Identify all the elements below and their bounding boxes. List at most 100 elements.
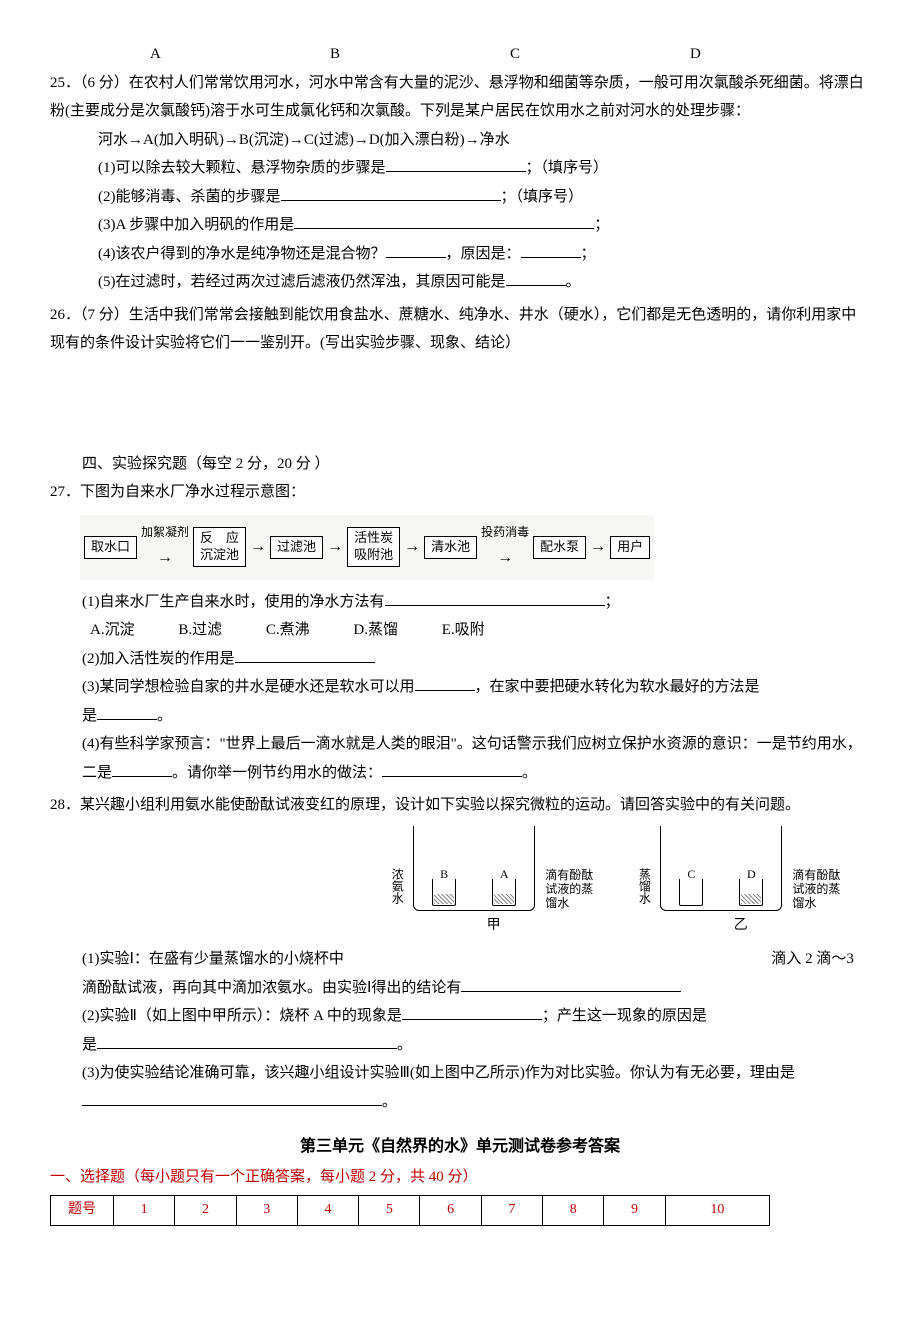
flow-node-filter: 过滤池	[270, 536, 323, 559]
method-d: D.蒸馏	[353, 616, 398, 645]
q27-p3: (3)某同学想检验自家的井水是硬水还是软水可以用，在家中要把硬水转化为软水最好的…	[50, 673, 870, 730]
ans-col-1: 1	[114, 1196, 175, 1226]
q26-pts: （7 分）	[80, 307, 129, 323]
blank[interactable]	[281, 185, 501, 201]
blank[interactable]	[386, 242, 446, 258]
q25-p3a: (3)A 步骤中加入明矾的作用是	[98, 217, 294, 233]
q25-p5a: (5)在过滤时，若经过两次过滤后滤液仍然浑浊，其原因可能是	[98, 274, 506, 290]
method-b: B.过滤	[178, 616, 222, 645]
q25-p4a: (4)该农户得到的净水是纯净物还是混合物？	[98, 246, 386, 262]
q25-p2b: ；（填序号）	[501, 189, 584, 205]
cup-d: D	[739, 879, 763, 906]
ans-col-3: 3	[236, 1196, 297, 1226]
label-distilled: 蒸馏水	[637, 861, 650, 911]
q28-p2c: 。	[397, 1037, 412, 1053]
blank[interactable]	[521, 242, 581, 258]
ans-col-6: 6	[420, 1196, 481, 1226]
q27-p4c: 。	[522, 765, 537, 781]
q25-p3: (3)A 步骤中加入明矾的作用是；	[50, 211, 870, 240]
flow-node-reaction: 反 应 沉淀池	[193, 527, 246, 567]
q27-num: 27．	[50, 484, 80, 500]
ans-col-4: 4	[297, 1196, 358, 1226]
cup-c-label: C	[680, 863, 702, 886]
flow-node-carbon: 活性炭 吸附池	[347, 527, 400, 567]
exp-yi: 蒸馏水 C D 滴有酚酞试液的蒸馏水 乙	[637, 826, 844, 940]
q27-p2: (2)加入活性炭的作用是	[50, 645, 870, 674]
q28-p1a: (1)实验Ⅰ：在盛有少量蒸馏水的小烧杯中	[82, 951, 344, 967]
experiment-diagrams: 浓氨水 B A 滴有酚酞试液的蒸馏水 甲 蒸馏水 C D 滴有	[50, 826, 870, 940]
q25-p1b: ；（填序号）	[526, 160, 609, 176]
q25-p5: (5)在过滤时，若经过两次过滤后滤液仍然浑浊，其原因可能是 。	[50, 268, 870, 297]
flow-label-disinfect: 投药消毒	[481, 521, 529, 544]
q26-num: 26．	[50, 307, 80, 323]
answer-key-title: 第三单元《自然界的水》单元测试卷参考答案	[50, 1132, 870, 1162]
q25-p5b: 。	[566, 274, 581, 290]
big-beaker-jia: B A	[413, 826, 535, 911]
blank[interactable]	[461, 976, 681, 992]
ans-col-10: 10	[665, 1196, 769, 1226]
q27-p1b: ；	[605, 594, 620, 610]
cup-a: A	[492, 879, 516, 906]
arrow-icon: →	[327, 532, 343, 562]
q25-p2a: (2)能够消毒、杀菌的步骤是	[98, 189, 281, 205]
opt-b: B	[330, 40, 510, 69]
blank[interactable]	[97, 1033, 397, 1049]
q27-p4b: 。请你举一例节约用水的做法：	[172, 765, 382, 781]
opt-a: A	[150, 40, 330, 69]
cup-c: C	[679, 879, 703, 906]
q28-p3b: 。	[382, 1094, 397, 1110]
q27-methods: A.沉淀 B.过滤 C.煮沸 D.蒸馏 E.吸附	[50, 616, 870, 645]
question-28: 28．某兴趣小组利用氨水能使酚酞试液变红的原理，设计如下实验以探究微粒的运动。请…	[50, 791, 870, 1116]
q27-p1: (1)自来水厂生产自来水时，使用的净水方法有 ；	[50, 588, 870, 617]
exp-jia: 浓氨水 B A 滴有酚酞试液的蒸馏水 甲	[390, 826, 597, 940]
blank[interactable]	[402, 1004, 542, 1020]
blank[interactable]	[382, 761, 522, 777]
big-beaker-yi: C D	[660, 826, 782, 911]
blank[interactable]	[82, 1090, 382, 1106]
label-ammonia: 浓氨水	[390, 861, 403, 911]
arrow-icon: →	[481, 543, 529, 573]
blank[interactable]	[294, 213, 594, 229]
ans-col-5: 5	[359, 1196, 420, 1226]
q25-pts: （6 分）	[80, 75, 129, 91]
blank[interactable]	[506, 270, 566, 286]
blank[interactable]	[112, 761, 172, 777]
arrow-icon: →	[141, 543, 189, 573]
cup-a-label: A	[493, 863, 515, 886]
q28-p2: (2)实验Ⅱ（如上图中甲所示）：烧杯 A 中的现象是；产生这一现象的原因是 是。	[50, 1002, 870, 1059]
blank[interactable]	[386, 156, 526, 172]
question-26: 26．（7 分）生活中我们常常会接触到能饮用食盐水、蔗糖水、纯净水、井水（硬水）…	[50, 301, 870, 358]
q25-num: 25．	[50, 75, 80, 91]
method-c: C.煮沸	[266, 616, 310, 645]
caption-yi: 乙	[637, 913, 844, 940]
blank[interactable]	[235, 647, 375, 663]
flow-node-intake: 取水口	[84, 536, 137, 559]
q25-p4: (4)该农户得到的净水是纯净物还是混合物？，原因是：；	[50, 240, 870, 269]
ans-col-2: 2	[175, 1196, 236, 1226]
opt-c: C	[510, 40, 690, 69]
blank[interactable]	[385, 590, 605, 606]
label-phenolphthalein-2: 滴有酚酞试液的蒸馏水	[792, 868, 844, 911]
q27-stem: 下图为自来水厂净水过程示意图：	[80, 484, 305, 500]
q28-p2b: ；产生这一现象的原因是	[542, 1008, 707, 1024]
answer-hdr: 题号	[51, 1196, 114, 1226]
flow-n4a: 活性炭	[354, 530, 393, 547]
q27-p2a: (2)加入活性炭的作用是	[82, 651, 235, 667]
q28-p1: (1)实验Ⅰ：在盛有少量蒸馏水的小烧杯中 滴入 2 滴～3 滴酚酞试液，再向其中…	[50, 945, 870, 1002]
q24-options: A B C D	[50, 40, 870, 69]
blank[interactable]	[415, 675, 475, 691]
ans-col-9: 9	[604, 1196, 665, 1226]
answer-table: 题号 1 2 3 4 5 6 7 8 9 10	[50, 1195, 770, 1226]
flow-n2a: 反 应	[200, 530, 239, 547]
question-25: 25．（6 分）在农村人们常常饮用河水，河水中常含有大量的泥沙、悬浮物和细菌等杂…	[50, 69, 870, 297]
q27-p1a: (1)自来水厂生产自来水时，使用的净水方法有	[82, 594, 385, 610]
answer-header-row: 题号 1 2 3 4 5 6 7 8 9 10	[51, 1196, 770, 1226]
q25-p1: (1)可以除去较大颗粒、悬浮物杂质的步骤是；（填序号）	[50, 154, 870, 183]
q27-p3a: (3)某同学想检验自家的井水是硬水还是软水可以用	[82, 679, 415, 695]
blank[interactable]	[97, 704, 157, 720]
q25-p2: (2)能够消毒、杀菌的步骤是 ；（填序号）	[50, 183, 870, 212]
flow-node-clear: 清水池	[424, 536, 477, 559]
label-phenolphthalein-1: 滴有酚酞试液的蒸馏水	[545, 868, 597, 911]
question-27: 27．下图为自来水厂净水过程示意图： 取水口 加絮凝剂 → 反 应 沉淀池 → …	[50, 478, 870, 787]
method-e: E.吸附	[442, 616, 485, 645]
